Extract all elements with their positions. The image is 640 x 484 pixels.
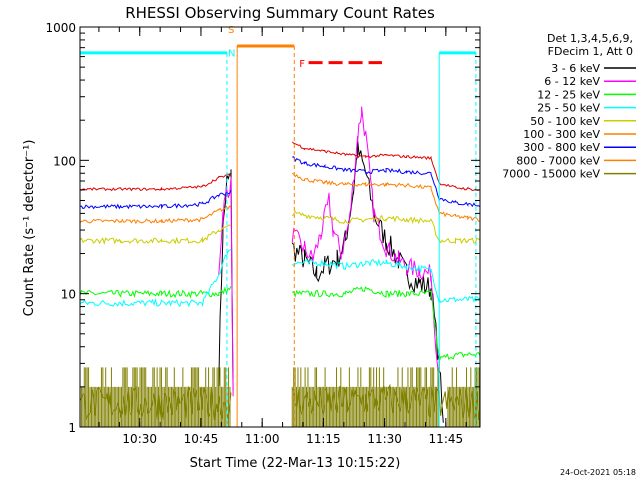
legend: Det 1,3,4,5,6,9,FDecim 1, Att 0 3 - 6 keV…: [502, 32, 636, 181]
y-tick-label: 10: [61, 288, 76, 302]
y-tick-label: 100: [53, 154, 76, 168]
legend-header: Det 1,3,4,5,6,9,: [547, 32, 633, 45]
marker-s: S: [228, 25, 234, 36]
legend-label: 25 - 50 keV: [537, 102, 600, 115]
legend-label: 800 - 7000 keV: [516, 154, 600, 167]
series-line-4-b: [291, 210, 481, 245]
series-line-6-a: [79, 189, 232, 210]
x-tick-label: 11:15: [306, 432, 341, 446]
series-line-0-b: [291, 139, 444, 423]
marker-f: F: [299, 59, 305, 70]
x-tick-label: 11:30: [367, 432, 402, 446]
series-line-1-b: [291, 106, 440, 395]
legend-header: FDecim 1, Att 0: [548, 45, 633, 58]
legend-label: 7000 - 15000 keV: [502, 168, 600, 181]
legend-label: 300 - 800 keV: [523, 141, 600, 154]
y-tick-label: 1: [68, 421, 76, 435]
x-tick-label: 10:30: [122, 432, 157, 446]
series-line-5-a: [79, 205, 232, 225]
timestamp-label: 24-Oct-2021 05:18: [560, 468, 636, 477]
x-tick-label: 11:00: [245, 432, 280, 446]
x-tick-label: 11:45: [429, 432, 464, 446]
legend-label: 12 - 25 keV: [537, 88, 600, 101]
series-line-6-b: [292, 156, 481, 208]
legend-label: 100 - 300 keV: [523, 128, 600, 141]
plot-frame: [79, 26, 481, 428]
series-line-2-a: [79, 285, 232, 299]
y-tick-label: 1000: [45, 21, 76, 35]
series-line-2-b: [291, 286, 481, 363]
legend-label: 50 - 100 keV: [530, 115, 600, 128]
annotations-group: S N F: [80, 25, 477, 427]
marker-n: N: [228, 49, 235, 60]
legend-label: 3 - 6 keV: [551, 62, 600, 75]
series-line-5-b: [291, 172, 481, 222]
chart-title: RHESSI Observing Summary Count Rates: [125, 4, 435, 22]
x-axis-label: Start Time (22-Mar-13 10:15:22): [190, 456, 401, 471]
series-line-red-a: [79, 173, 232, 192]
series-line-3-b: [291, 258, 481, 304]
series-line-red-b: [291, 141, 481, 192]
x-tick-label: 10:45: [184, 432, 219, 446]
y-axis-label: Count Rate (s⁻¹ detector⁻¹): [22, 140, 37, 317]
legend-label: 6 - 12 keV: [544, 75, 600, 88]
series-line-3-a: [79, 248, 232, 308]
axes-group: 1 10 100 1000 10:30 10:45 11:00 11:15 11:30 11:45: [45, 21, 481, 446]
series-line-4-a: [79, 224, 232, 245]
series-group: [79, 44, 481, 427]
